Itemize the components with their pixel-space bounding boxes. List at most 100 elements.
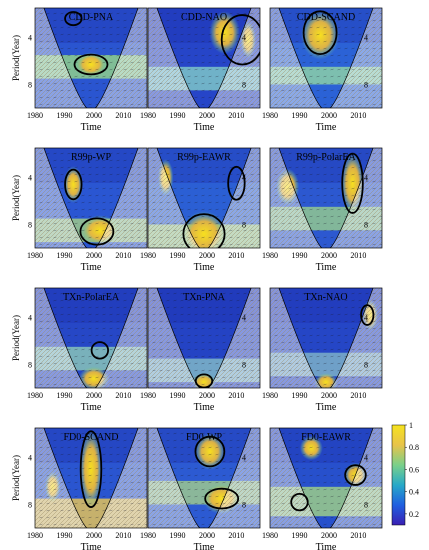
panel-frame bbox=[147, 147, 261, 249]
phase-arrow bbox=[95, 355, 99, 358]
phase-arrow bbox=[81, 40, 85, 43]
phase-arrow bbox=[67, 355, 71, 358]
phase-arrow bbox=[379, 460, 382, 463]
phase-arrow bbox=[39, 68, 43, 71]
phase-arrow bbox=[309, 194, 313, 197]
phase-arrow bbox=[358, 446, 362, 449]
phase-arrow bbox=[109, 236, 113, 239]
phase-arrow bbox=[236, 362, 240, 365]
phase-arrow bbox=[159, 453, 163, 456]
phase-arrow bbox=[295, 47, 299, 50]
phase-arrow bbox=[60, 474, 64, 477]
phase-arrow bbox=[215, 313, 219, 316]
phase-arrow bbox=[88, 481, 92, 484]
phase-arrow bbox=[39, 320, 43, 323]
significance-contour bbox=[204, 487, 240, 510]
phase-arrow bbox=[123, 159, 127, 162]
phase-arrow bbox=[60, 208, 64, 211]
phase-arrow bbox=[372, 369, 376, 372]
phase-arrow bbox=[187, 523, 191, 526]
phase-arrow bbox=[358, 306, 362, 309]
phase-arrow bbox=[337, 432, 341, 435]
phase-arrow bbox=[344, 33, 348, 36]
phase-arrow bbox=[130, 348, 134, 351]
phase-arrow bbox=[88, 180, 92, 183]
phase-arrow bbox=[351, 502, 355, 505]
phase-arrow bbox=[67, 152, 71, 155]
phase-arrow bbox=[137, 180, 141, 183]
phase-arrow bbox=[137, 215, 141, 218]
phase-arrow bbox=[316, 299, 320, 302]
phase-arrow bbox=[201, 89, 205, 92]
phase-arrow bbox=[257, 215, 260, 218]
phase-arrow bbox=[130, 474, 134, 477]
phase-arrow bbox=[281, 383, 285, 386]
phase-arrow bbox=[116, 453, 120, 456]
phase-arrow bbox=[166, 376, 170, 379]
phase-arrow bbox=[344, 509, 348, 512]
phase-arrow bbox=[309, 166, 313, 169]
phase-arrow bbox=[60, 383, 64, 386]
phase-arrow bbox=[323, 523, 327, 526]
phase-arrow bbox=[208, 376, 212, 379]
phase-arrow bbox=[250, 453, 254, 456]
phase-arrow bbox=[152, 341, 156, 344]
x-axis-label: Time bbox=[194, 402, 215, 413]
phase-arrow bbox=[257, 208, 260, 211]
phase-arrow bbox=[180, 460, 184, 463]
phase-arrow bbox=[330, 180, 334, 183]
phase-arrow bbox=[379, 61, 382, 64]
phase-arrow bbox=[243, 516, 247, 519]
phase-arrow bbox=[187, 362, 191, 365]
phase-arrow bbox=[257, 89, 260, 92]
phase-arrow bbox=[123, 334, 127, 337]
phase-arrow bbox=[81, 306, 85, 309]
phase-arrow bbox=[39, 509, 43, 512]
phase-arrow bbox=[60, 201, 64, 204]
phase-arrow bbox=[201, 33, 205, 36]
phase-arrow bbox=[281, 159, 285, 162]
phase-arrow bbox=[295, 362, 299, 365]
phase-arrow bbox=[60, 439, 64, 442]
phase-arrow bbox=[95, 383, 99, 386]
phase-arrow bbox=[173, 383, 177, 386]
phase-arrow bbox=[46, 313, 50, 316]
phase-arrow bbox=[243, 467, 247, 470]
phase-arrow bbox=[152, 299, 156, 302]
phase-arrow bbox=[187, 194, 191, 197]
phase-arrow bbox=[288, 502, 292, 505]
phase-arrow bbox=[123, 173, 127, 176]
phase-arrow bbox=[173, 327, 177, 330]
phase-arrow bbox=[144, 201, 147, 204]
phase-arrow bbox=[130, 369, 134, 372]
phase-arrow bbox=[208, 439, 212, 442]
phase-arrow bbox=[274, 215, 278, 218]
phase-arrow bbox=[337, 306, 341, 309]
phase-arrow bbox=[323, 159, 327, 162]
phase-arrow bbox=[180, 103, 184, 106]
phase-arrow bbox=[74, 453, 78, 456]
phase-arrow bbox=[39, 306, 43, 309]
phase-arrow bbox=[123, 194, 127, 197]
phase-arrow bbox=[250, 68, 254, 71]
phase-arrow bbox=[95, 19, 99, 22]
phase-arrow bbox=[295, 222, 299, 225]
phase-arrow bbox=[344, 474, 348, 477]
phase-arrow bbox=[39, 446, 43, 449]
phase-arrow bbox=[67, 173, 71, 176]
phase-arrow bbox=[243, 306, 247, 309]
phase-arrow bbox=[102, 19, 106, 22]
phase-arrow bbox=[330, 194, 334, 197]
y-tick-label: 8 bbox=[364, 220, 368, 229]
phase-arrow bbox=[344, 502, 348, 505]
phase-arrow bbox=[358, 152, 362, 155]
phase-arrow bbox=[102, 54, 106, 57]
phase-arrow bbox=[208, 467, 212, 470]
phase-arrow bbox=[144, 509, 147, 512]
phase-arrow bbox=[46, 12, 50, 15]
phase-arrow bbox=[323, 495, 327, 498]
phase-arrow bbox=[88, 166, 92, 169]
phase-arrow bbox=[365, 320, 369, 323]
phase-arrow bbox=[180, 208, 184, 211]
